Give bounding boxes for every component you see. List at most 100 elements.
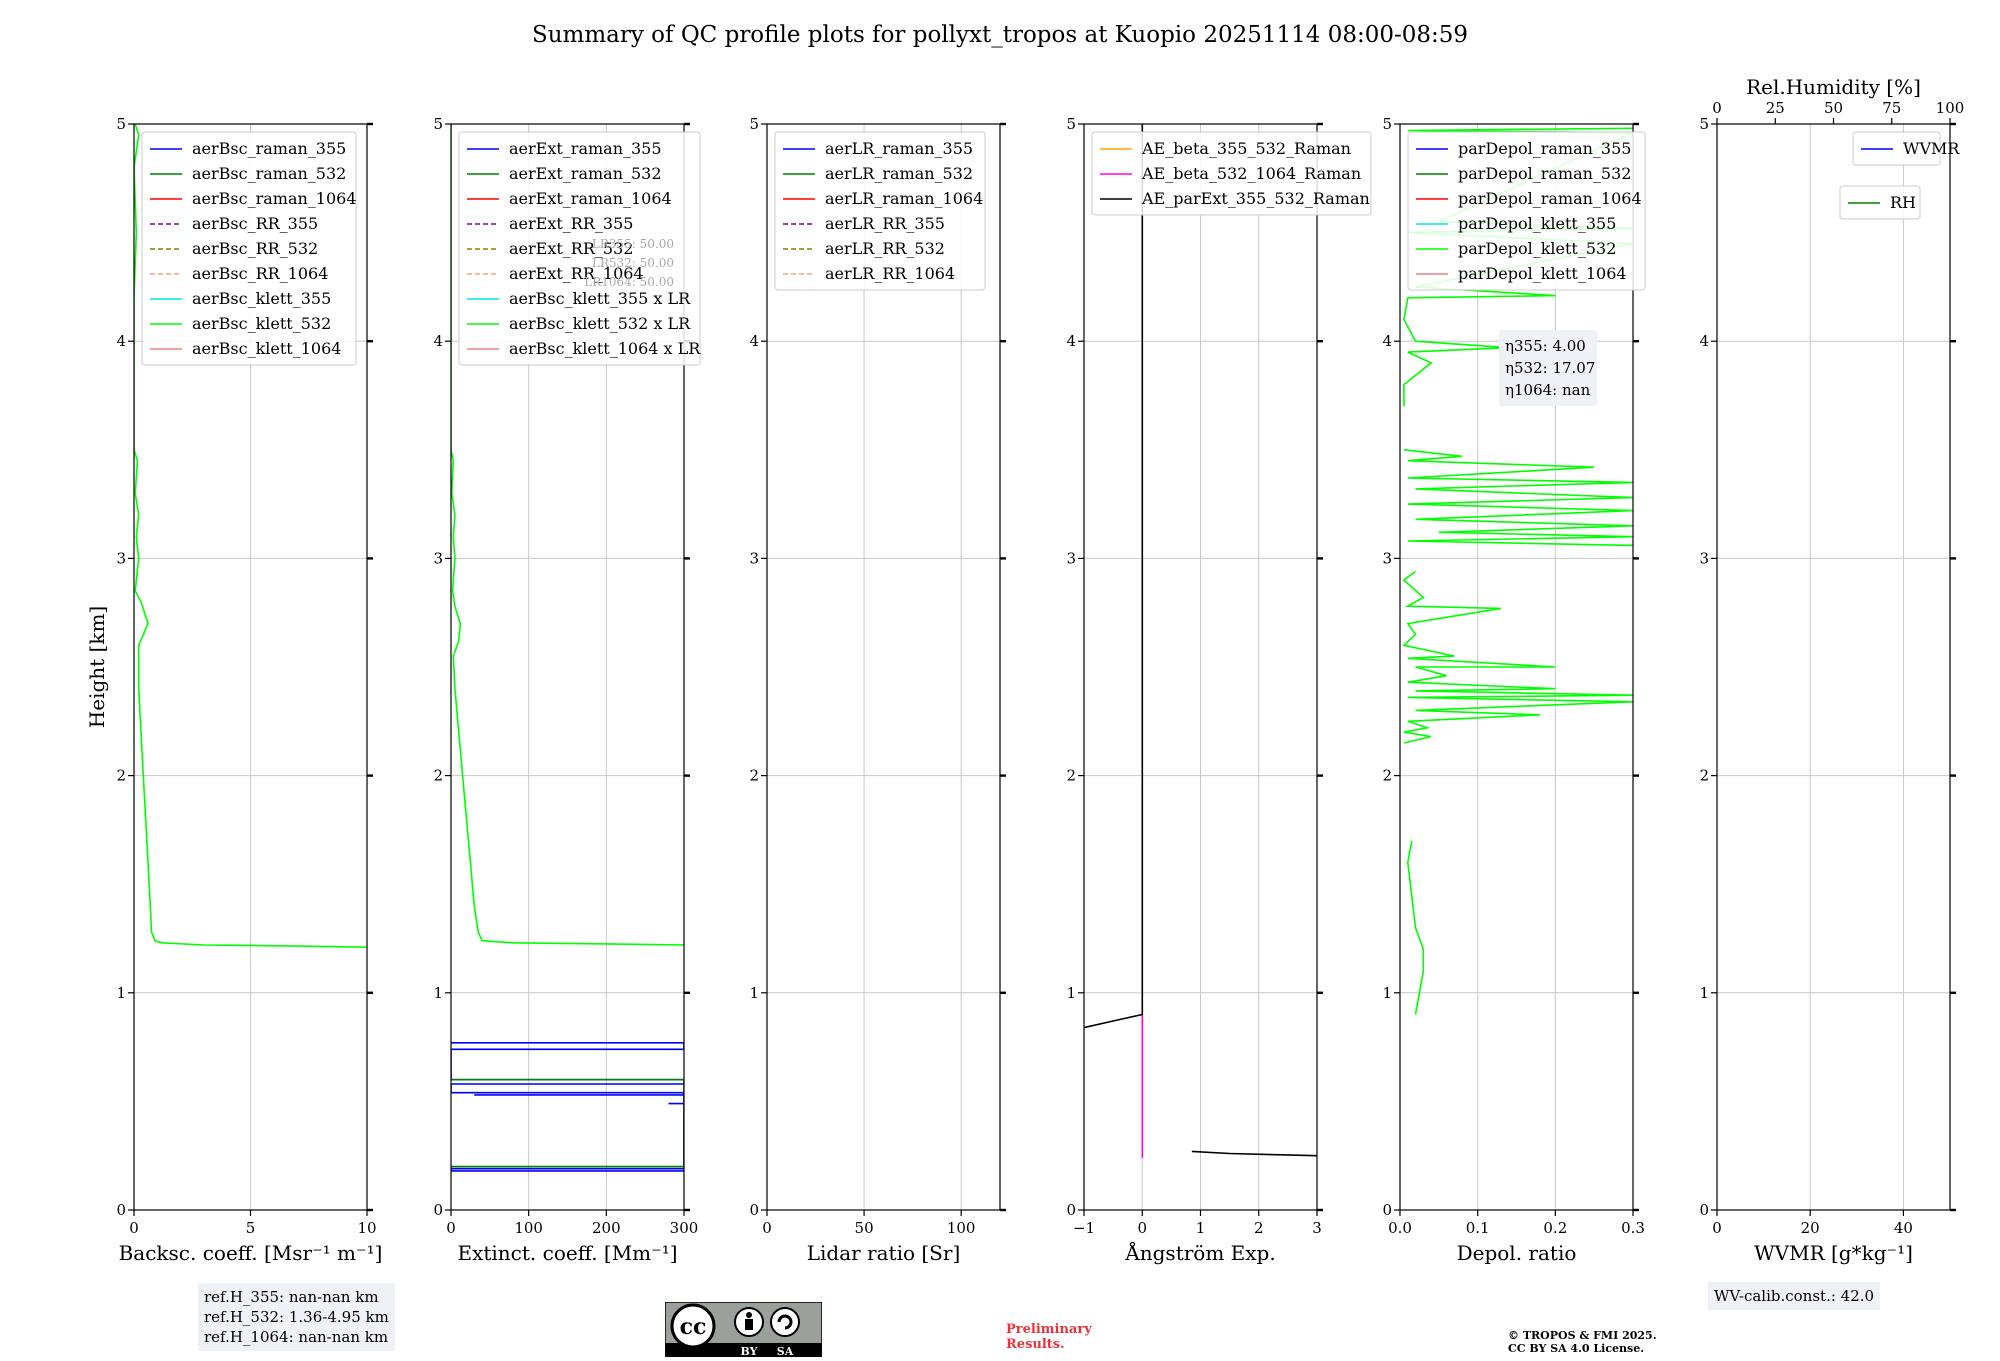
x-tick-label: 100 <box>947 1219 976 1237</box>
x-axis-label: Backsc. coeff. [Msr⁻¹ m⁻¹] <box>119 1241 383 1265</box>
y-tick-label: 1 <box>433 984 443 1002</box>
y-tick-label: 1 <box>1382 984 1392 1002</box>
legend: aerLR_raman_355 aerLR_raman_532 aerLR_rama… <box>774 131 986 291</box>
eta-annotation: η1064: nan <box>1505 381 1591 399</box>
x-axis-label: Ångström Exp. <box>1124 1240 1275 1265</box>
legend-entry: aerLR_raman_355 <box>825 139 973 158</box>
legend: WVMR <box>1852 131 1960 166</box>
series-line-AE_parExt_355_532_Raman <box>1084 124 1144 1029</box>
x-tick-label: 40 <box>1894 1219 1913 1237</box>
legend-entry: aerBsc_raman_355 <box>192 139 346 158</box>
legend-entry: parDepol_raman_532 <box>1458 164 1631 183</box>
y-tick-label: 1 <box>1699 984 1709 1002</box>
series-line-aerExt_raman_532 <box>451 1078 684 1168</box>
legend-entry: aerBsc_RR_532 <box>192 239 318 258</box>
legend-entry: aerLR_raman_532 <box>825 164 973 183</box>
legend-entry: WVMR <box>1903 139 1960 158</box>
cc-license-logo: cc BY SA <box>664 1301 823 1358</box>
legend-frame <box>774 131 986 291</box>
y-tick-label: 4 <box>433 332 443 350</box>
legend-entry: AE_beta_532_1064_Raman <box>1141 164 1361 183</box>
y-tick-label: 4 <box>1066 332 1076 350</box>
y-tick-label: 3 <box>116 549 126 567</box>
legend-secondary: RH <box>1839 185 1921 220</box>
y-tick-label: 0 <box>1066 1201 1076 1219</box>
legend-entry: aerLR_RR_532 <box>825 239 945 258</box>
x-tick-label: 10 <box>357 1219 376 1237</box>
preliminary-note: Preliminary Results. <box>1006 1322 1092 1352</box>
eta-box <box>1499 330 1597 406</box>
y-tick-label: 1 <box>749 984 759 1002</box>
x-tick-label: 0 <box>762 1219 772 1237</box>
legend-frame <box>141 131 357 366</box>
legend-entry: aerBsc_raman_1064 <box>192 189 357 208</box>
y-tick-label: 0 <box>749 1201 759 1219</box>
x-tick-label: 2 <box>1254 1219 1264 1237</box>
series-line-AE_parExt_355_532_Raman <box>1191 1150 1317 1157</box>
legend-frame <box>458 131 701 366</box>
top-x-tick-label: 0 <box>1712 99 1722 117</box>
legend-entry: aerBsc_klett_532 x LR <box>509 314 691 333</box>
wv-calib-const: WV-calib.const.: 42.0 <box>1714 1287 1875 1305</box>
y-tick-label: 5 <box>1382 115 1392 133</box>
y-tick-label: 3 <box>1699 549 1709 567</box>
legend-frame <box>1091 131 1372 216</box>
y-tick-label: 2 <box>433 767 443 785</box>
legend-entry: aerExt_raman_532 <box>509 164 662 183</box>
x-tick-label: 50 <box>855 1219 874 1237</box>
series-line-aerBsc_klett_532 x LR <box>451 124 684 946</box>
x-tick-label: 0 <box>129 1219 139 1237</box>
eta-annotation: η532: 17.07 <box>1505 359 1595 377</box>
y-tick-label: 4 <box>749 332 759 350</box>
legend-frame <box>1407 131 1646 291</box>
reference-height-box: ref.H_355: nan-nan km ref.H_532: 1.36-4.… <box>198 1283 395 1351</box>
preliminary-line-1: Preliminary <box>1006 1322 1092 1337</box>
y-tick-label: 5 <box>1699 115 1709 133</box>
x-tick-label: 300 <box>670 1219 699 1237</box>
top-x-tick-label: 50 <box>1824 99 1843 117</box>
y-tick-label: 0 <box>116 1201 126 1219</box>
x-tick-label: 0 <box>446 1219 456 1237</box>
legend-entry: parDepol_klett_355 <box>1458 214 1616 233</box>
copyright-line-1: © TROPOS & FMI 2025. <box>1508 1329 1657 1342</box>
axes-frame <box>1716 123 1951 1211</box>
y-tick-label: 0 <box>433 1201 443 1219</box>
x-tick-label: 0.1 <box>1466 1219 1490 1237</box>
x-tick-label: 3 <box>1312 1219 1322 1237</box>
x-axis-label: Depol. ratio <box>1457 1241 1577 1265</box>
legend: AE_beta_355_532_Raman AE_beta_532_1064_Ra… <box>1091 131 1372 216</box>
legend-entry: AE_parExt_355_532_Raman <box>1141 189 1370 208</box>
panel-wv: 0 20 40 0 1 2 3 4 5 WVMR [g*kg⁻¹] 0 25 50 75 100 Rel.Hu… <box>1699 75 1964 1265</box>
x-axis-label: Lidar ratio [Sr] <box>807 1241 961 1265</box>
y-tick-label: 5 <box>1066 115 1076 133</box>
legend-entry: aerExt_raman_1064 <box>509 189 672 208</box>
y-tick-label: 5 <box>749 115 759 133</box>
lr-annotation: LR355: 50.00 <box>592 237 674 251</box>
y-tick-label: 2 <box>749 767 759 785</box>
y-tick-label: 3 <box>1382 549 1392 567</box>
series-group <box>1084 124 1317 1158</box>
cc-sa-label: SA <box>777 1345 794 1357</box>
legend-frame <box>1852 131 1941 166</box>
axes-frame <box>1399 123 1634 1211</box>
y-tick-label: 2 <box>116 767 126 785</box>
legend: aerExt_raman_355 aerExt_raman_532 aerExt_r… <box>458 131 701 366</box>
x-tick-label: 0 <box>1712 1219 1722 1237</box>
legend-entry: aerBsc_klett_1064 x LR <box>509 339 701 358</box>
x-tick-label: 1 <box>1196 1219 1206 1237</box>
legend-entry: aerBsc_RR_1064 <box>192 264 328 283</box>
y-tick-label: 4 <box>116 332 126 350</box>
series-line-aerBsc_klett_532 <box>134 124 367 948</box>
series-line-aerExt_raman_355 <box>451 1042 684 1172</box>
y-tick-label: 3 <box>1066 549 1076 567</box>
legend: parDepol_raman_355 parDepol_raman_532 parD… <box>1407 131 1646 291</box>
y-tick-label: 2 <box>1699 767 1709 785</box>
ref-h-1064: ref.H_1064: nan-nan km <box>204 1328 389 1346</box>
y-tick-label: 4 <box>1382 332 1392 350</box>
ref-h-355: ref.H_355: nan-nan km <box>204 1288 379 1306</box>
top-x-tick-label: 75 <box>1882 99 1901 117</box>
series-line-parDepol_klett_532 <box>1403 449 1633 547</box>
y-tick-label: 3 <box>433 549 443 567</box>
legend-entry: aerExt_raman_355 <box>509 139 662 158</box>
